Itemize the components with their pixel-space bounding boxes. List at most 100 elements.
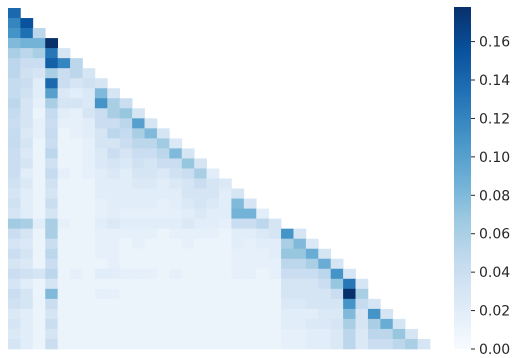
heatmap-cell-20-18 (231, 208, 245, 219)
heatmap-cell-22-14 (181, 228, 195, 240)
heatmap-cell-19-1 (20, 198, 34, 209)
heatmap-cell-12-11 (144, 128, 158, 139)
heatmap-cell-29-14 (181, 298, 195, 310)
heatmap-cell-19-0 (8, 198, 21, 209)
heatmap-cell-25-21 (268, 258, 282, 270)
heatmap-cell-29-3 (45, 298, 58, 310)
heatmap-cell-25-26 (330, 258, 344, 270)
heatmap-cell-26-7 (94, 268, 108, 280)
heatmap-cell-7-7 (94, 78, 108, 89)
heatmap-cell-29-25 (318, 298, 332, 310)
heatmap-cell-10-3 (45, 108, 58, 119)
heatmap-cell-24-6 (82, 248, 96, 260)
heatmap-cell-26-20 (256, 268, 269, 280)
heatmap-cell-5-2 (32, 58, 46, 69)
heatmap-cell-18-1 (20, 188, 34, 199)
heatmap-cell-11-4 (57, 118, 71, 129)
heatmap-cell-20-17 (219, 208, 232, 219)
heatmap-cell-31-4 (57, 318, 71, 330)
heatmap-cell-21-11 (144, 218, 158, 229)
heatmap-cell-13-4 (57, 138, 71, 149)
heatmap-cell-29-23 (293, 298, 307, 310)
heatmap-cell-14-9 (119, 148, 133, 159)
heatmap-cell-20-9 (119, 208, 133, 219)
heatmap-cell-32-6 (82, 328, 96, 340)
heatmap-cell-25-8 (107, 258, 121, 270)
heatmap-cell-14-5 (70, 148, 83, 159)
heatmap-cell-32-12 (156, 328, 170, 340)
heatmap-cell-26-1 (20, 268, 34, 280)
heatmap-cell-27-28 (355, 278, 369, 290)
heatmap-cell-11-2 (32, 118, 46, 129)
heatmap-cell-14-8 (107, 148, 121, 159)
heatmap-cell-11-3 (45, 118, 58, 129)
heatmap-cell-29-16 (206, 298, 220, 310)
heatmap-cell-20-20 (256, 208, 269, 219)
heatmap-cell-9-9 (119, 98, 133, 109)
heatmap-cell-20-6 (82, 208, 96, 219)
heatmap-cell-7-0 (8, 78, 21, 89)
heatmap-cell-16-0 (8, 168, 21, 179)
heatmap-cell-11-1 (20, 118, 34, 129)
heatmap-cell-32-4 (57, 328, 71, 340)
heatmap-cell-12-6 (82, 128, 96, 139)
heatmap-cell-3-2 (32, 38, 46, 49)
heatmap-cell-30-12 (156, 308, 170, 320)
heatmap-cell-33-15 (194, 338, 207, 350)
heatmap-cell-15-6 (82, 158, 96, 169)
heatmap-cell-31-21 (268, 318, 282, 330)
heatmap-cell-17-10 (132, 178, 145, 189)
heatmap-cell-6-0 (8, 68, 21, 79)
heatmap-cell-10-9 (119, 108, 133, 119)
heatmap-cell-23-4 (57, 238, 71, 250)
heatmap-cell-23-17 (219, 238, 232, 250)
heatmap-cell-33-14 (181, 338, 195, 350)
heatmap-cell-32-30 (380, 328, 394, 340)
heatmap-cell-14-6 (82, 148, 96, 159)
heatmap-cell-28-2 (32, 288, 46, 300)
heatmap-cell-29-4 (57, 298, 71, 310)
heatmap-cell-13-10 (132, 138, 145, 149)
heatmap-cell-32-31 (392, 328, 406, 340)
heatmap-cell-25-17 (219, 258, 232, 270)
heatmap-cell-27-7 (94, 278, 108, 290)
heatmap-cell-21-7 (94, 218, 108, 229)
heatmap-cell-11-7 (94, 118, 108, 129)
heatmap-cell-19-2 (32, 198, 46, 209)
heatmap-cell-23-3 (45, 238, 58, 250)
heatmap-cell-14-14 (181, 148, 195, 159)
heatmap-cell-21-16 (206, 218, 220, 229)
heatmap-cell-30-6 (82, 308, 96, 320)
heatmap-cell-19-6 (82, 198, 96, 209)
heatmap-cell-20-16 (206, 208, 220, 219)
heatmap-cell-23-11 (144, 238, 158, 250)
heatmap-cell-13-8 (107, 138, 121, 149)
heatmap-cell-32-20 (256, 328, 269, 340)
heatmap-cell-16-7 (94, 168, 108, 179)
heatmap-cell-26-3 (45, 268, 58, 280)
heatmap-cell-23-13 (169, 238, 183, 250)
heatmap-cell-7-5 (70, 78, 83, 89)
heatmap-cell-23-20 (256, 238, 269, 250)
heatmap-cell-9-7 (94, 98, 108, 109)
heatmap-cell-17-3 (45, 178, 58, 189)
heatmap-cell-25-18 (231, 258, 245, 270)
heatmap-cell-18-16 (206, 188, 220, 199)
colorbar (454, 7, 471, 349)
heatmap-cell-19-9 (119, 198, 133, 209)
heatmap-cell-28-25 (318, 288, 332, 300)
heatmap-cell-18-2 (32, 188, 46, 199)
heatmap-cell-27-9 (119, 278, 133, 290)
heatmap-cell-29-15 (194, 298, 207, 310)
heatmap-cell-23-15 (194, 238, 207, 250)
heatmap-cell-28-0 (8, 288, 21, 300)
heatmap-cells (8, 8, 431, 350)
heatmap-cell-25-3 (45, 258, 58, 270)
heatmap-cell-12-0 (8, 128, 21, 139)
heatmap-cell-10-2 (32, 108, 46, 119)
heatmap-cell-31-10 (132, 318, 145, 330)
heatmap-cell-13-5 (70, 138, 83, 149)
heatmap-cell-23-19 (243, 238, 257, 250)
heatmap-cell-31-28 (355, 318, 369, 330)
heatmap-cell-24-4 (57, 248, 71, 260)
